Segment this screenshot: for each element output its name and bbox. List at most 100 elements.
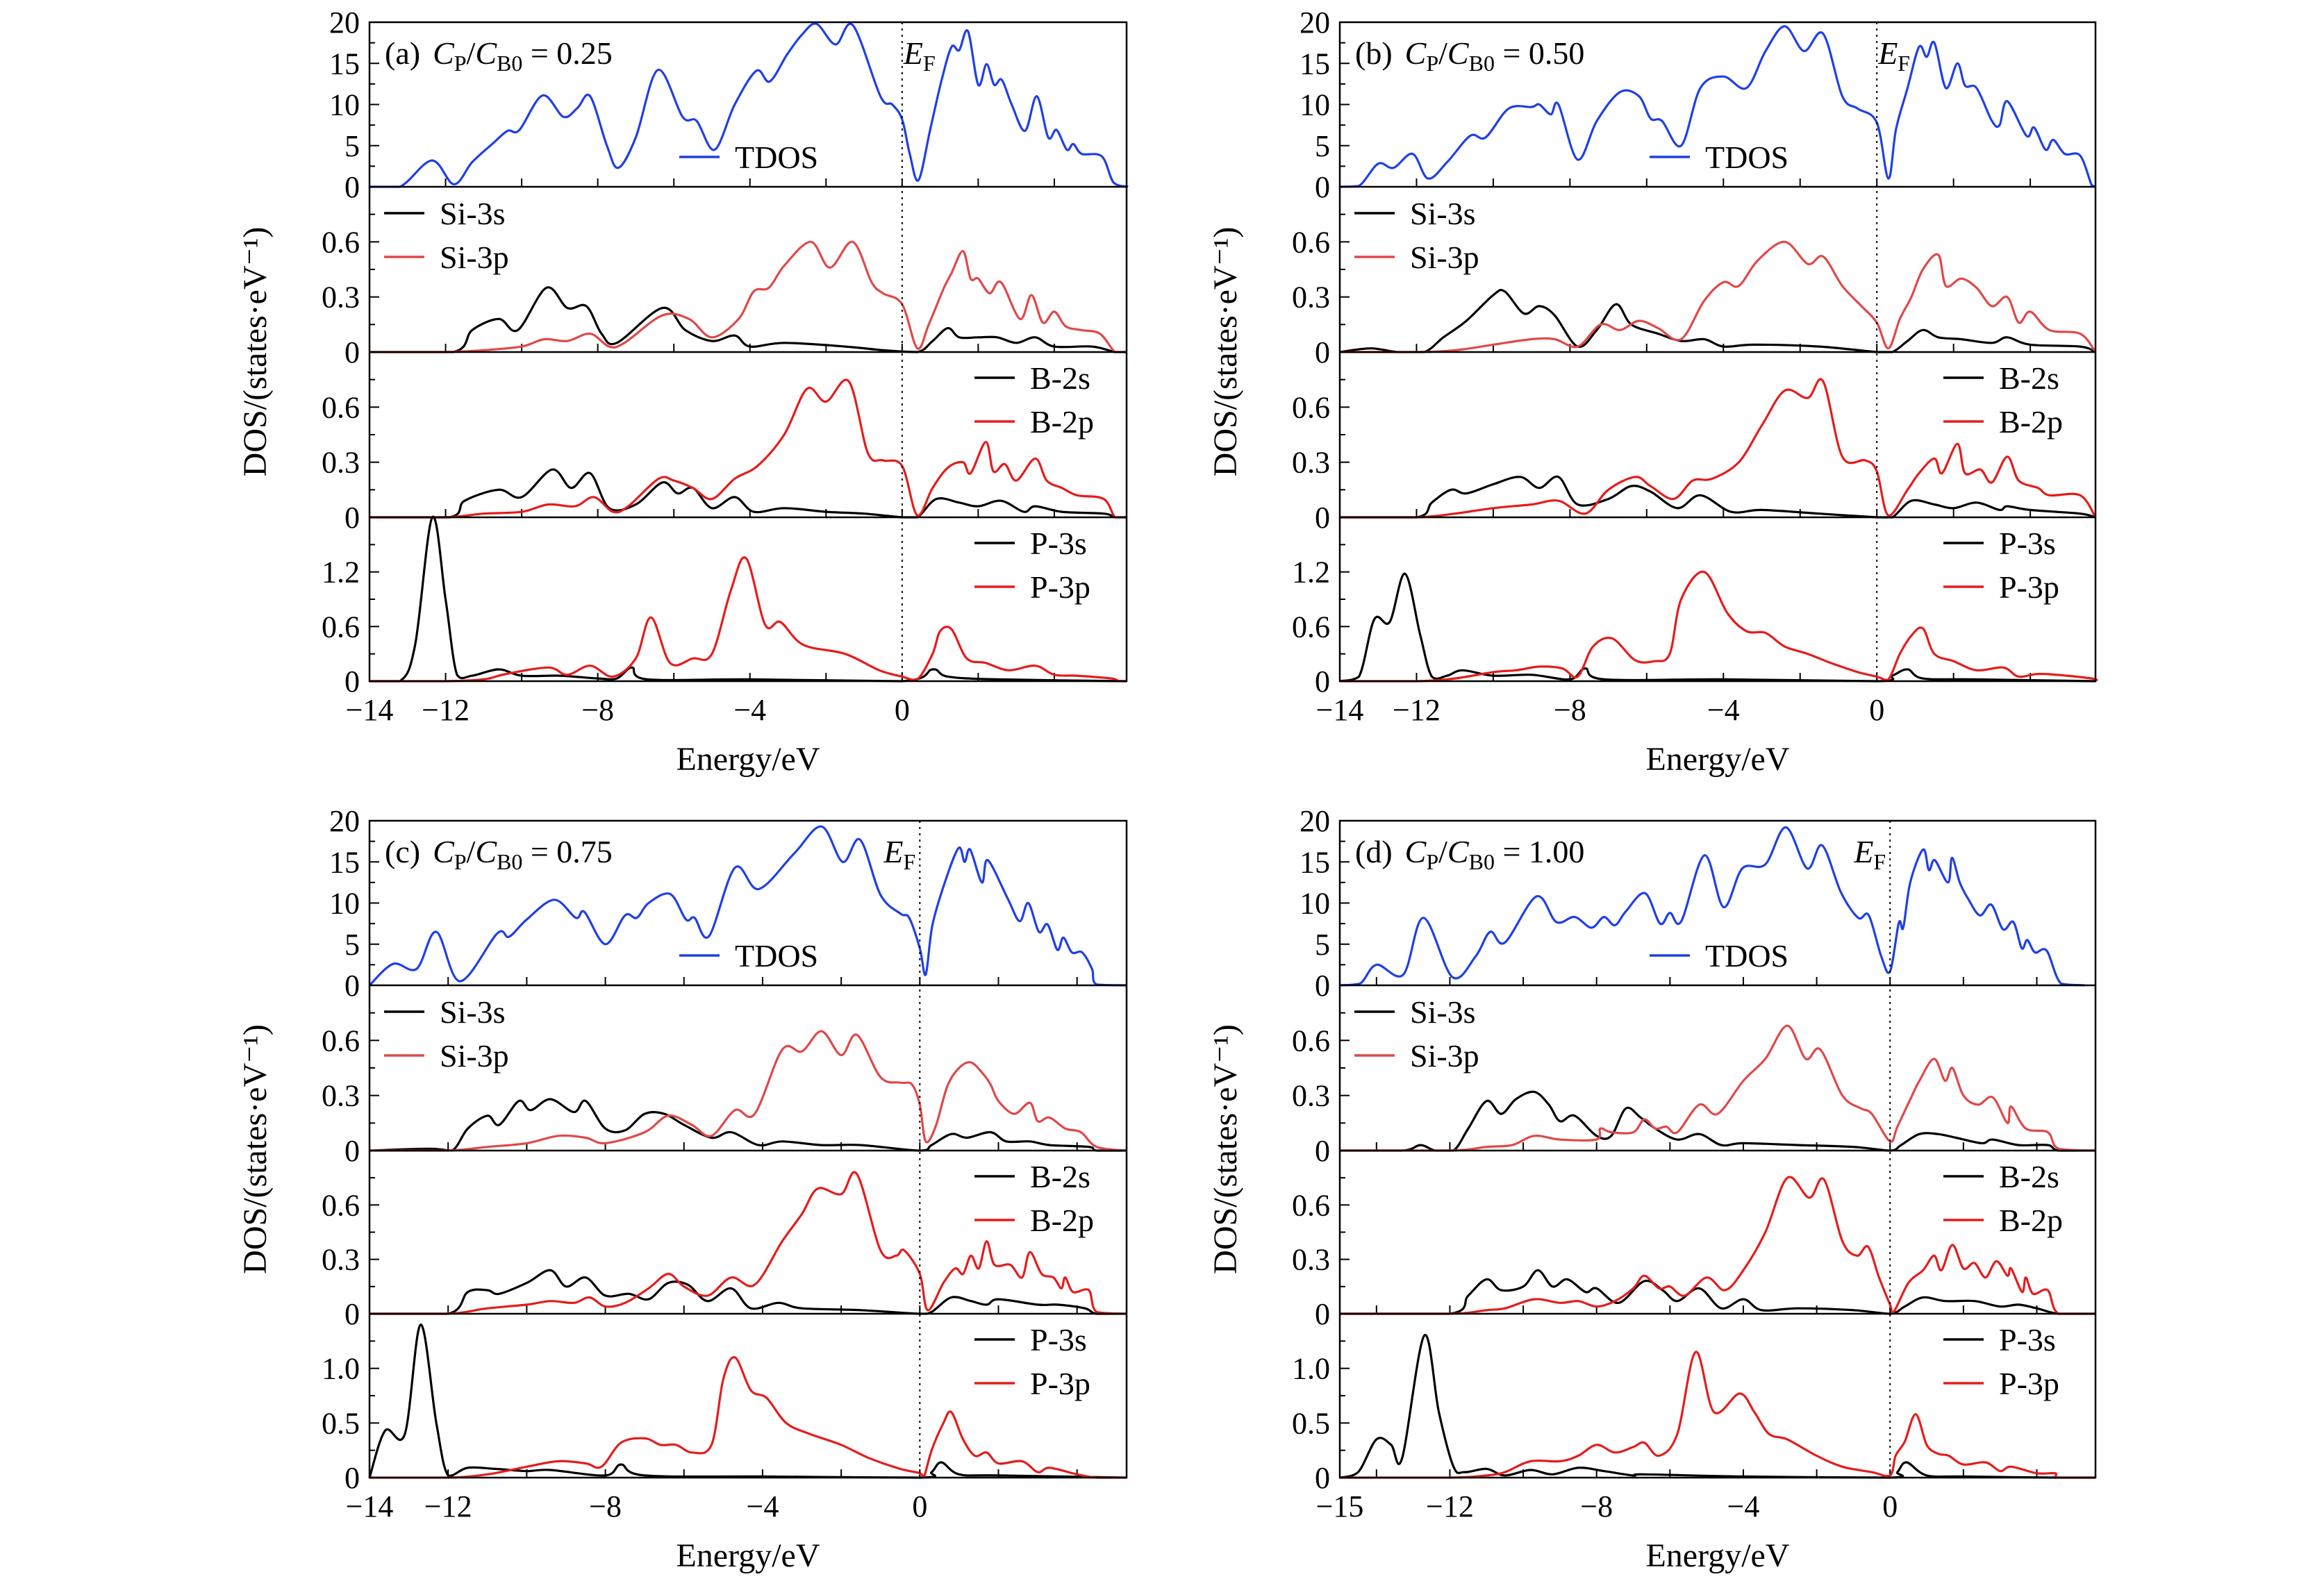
y-axis-label: DOS/(states·eV⁻¹) [1207, 1024, 1244, 1274]
panel-b: 0 5 10 15 20 TDOS 0 0.3 0.6 Si-3s Si-3p 0 0.3 0.6 B-2s… [1207, 6, 2098, 778]
plot-frame [1338, 819, 2097, 1479]
series-si-3s [1339, 289, 2096, 353]
legend-label: TDOS [1705, 140, 1788, 175]
ratio-sub1: P [1426, 849, 1438, 874]
series-p-3p [1340, 1351, 2095, 1479]
legend-item-b-2s: B-2s [1943, 1159, 2059, 1194]
x-tick-label: −14 [1316, 693, 1364, 727]
y-tick-label: 0.3 [1292, 446, 1330, 480]
y-tick-label: 5 [1315, 129, 1330, 163]
subplot-p: 0 0.5 1.0 P-3s P-3p [322, 1313, 1127, 1495]
x-tick-label: −12 [1393, 693, 1441, 727]
y-tick-label: 10 [1300, 88, 1330, 122]
legend-label: P-3p [1999, 1366, 2059, 1401]
legend-label: Si-3s [440, 994, 506, 1030]
ratio-sub1: P [454, 51, 467, 76]
fermi-label-var: E [903, 35, 923, 71]
fermi-label-sub: F [923, 51, 936, 76]
x-tick-label: −14 [346, 693, 394, 727]
ratio-var1: C [433, 35, 455, 71]
series-p-3s [370, 515, 1127, 683]
y-tick-label: 5 [1315, 928, 1330, 962]
x-tick-label: −8 [581, 693, 614, 727]
ratio-value: = 0.75 [522, 834, 612, 869]
series-si-3s [369, 286, 1127, 353]
ratio-var1: C [1405, 35, 1427, 71]
y-tick-label: 0.3 [322, 281, 360, 315]
y-tick-label: 0 [1315, 1297, 1330, 1331]
y-tick-label: 0 [1315, 1134, 1330, 1168]
legend-label: P-3p [1999, 569, 2059, 605]
legend-item-b-2p: B-2p [1943, 404, 2063, 440]
legend-label: B-2p [1030, 404, 1094, 440]
y-tick-label: 0 [345, 969, 360, 1003]
y-tick-label: 1.2 [322, 555, 360, 590]
subplot-si: 0 0.3 0.6 Si-3s Si-3p [322, 985, 1127, 1168]
series-b-2s [1340, 475, 2096, 519]
fermi-label-sub: F [1873, 849, 1886, 874]
plot-frame [368, 21, 1128, 683]
panel-tag: (a) [385, 35, 420, 71]
y-tick-label: 0 [1315, 335, 1330, 369]
y-tick-label: 0.6 [322, 610, 360, 644]
y-tick-label: 5 [345, 129, 360, 163]
ratio-var1: C [433, 834, 455, 869]
x-tick-label: −4 [1707, 693, 1740, 727]
subplot-si: 0 0.3 0.6 Si-3s Si-3p [1292, 186, 2097, 369]
subplot-p: 0 0.6 1.2 P-3s P-3p [1292, 517, 2098, 699]
y-tick-label: 0 [345, 1134, 360, 1168]
legend-label: B-2s [1030, 360, 1090, 396]
subplot-tdos: 0 5 10 15 20 TDOS [329, 804, 1127, 1003]
fermi-level-label: EF [1853, 834, 1886, 874]
y-tick-label: 0.3 [1292, 281, 1330, 315]
legend-label: P-3p [1030, 1366, 1090, 1401]
ratio-sub2: B0 [1469, 849, 1495, 874]
fermi-label-var: E [883, 834, 903, 869]
legend-item-b-2s: B-2s [974, 1159, 1090, 1194]
y-tick-label: 15 [329, 845, 360, 879]
y-tick-label: 0.6 [1292, 390, 1330, 424]
legend-label: Si-3p [1410, 240, 1479, 275]
series-si-3p [369, 240, 1127, 353]
legend-item-tdos: TDOS [679, 140, 818, 175]
x-tick-label: −12 [422, 693, 470, 727]
y-tick-label: 0 [345, 665, 360, 699]
ratio-value: = 1.00 [1495, 834, 1584, 869]
legend-label: P-3s [1999, 526, 2056, 561]
panel-c: 0 5 10 15 20 TDOS 0 0.3 0.6 Si-3s Si-3p 0 0.3 0.6 B-2s… [237, 804, 1128, 1574]
y-tick-label: 0 [1315, 170, 1330, 204]
legend-item-tdos: TDOS [1650, 938, 1788, 974]
legend-label: Si-3s [1410, 196, 1476, 231]
legend-label: TDOS [1705, 938, 1788, 974]
x-tick-label: −4 [733, 693, 766, 727]
plot-frame [368, 819, 1128, 1479]
legend-item-si-3p: Si-3p [1354, 240, 1479, 275]
subplot-si: 0 0.3 0.6 Si-3s Si-3p [1292, 985, 2096, 1168]
y-tick-label: 20 [329, 6, 360, 40]
y-tick-label: 1.2 [1292, 555, 1330, 590]
subplot-b: 0 0.3 0.6 B-2s B-2p [322, 1150, 1127, 1331]
legend-item-si-3s: Si-3s [384, 196, 506, 231]
series-si-3p [1340, 1024, 2096, 1152]
y-tick-label: 1.0 [322, 1352, 360, 1386]
y-tick-label: 0.6 [1292, 610, 1330, 644]
y-tick-label: 0.6 [322, 390, 360, 424]
y-tick-label: 0.6 [322, 225, 360, 259]
legend-item-p-3s: P-3s [1943, 1322, 2056, 1357]
fermi-label-sub: F [904, 849, 916, 874]
legend-item-si-3s: Si-3s [384, 994, 506, 1030]
subplot-p: 0 0.6 1.2 P-3s P-3p [322, 515, 1127, 699]
ratio-sub1: P [454, 849, 467, 874]
x-tick-label: 0 [895, 693, 910, 727]
panel-tag: (b) [1355, 35, 1393, 71]
legend-item-si-3s: Si-3s [1354, 196, 1476, 231]
legend-label: Si-3p [440, 240, 509, 275]
ratio-var2: C [1447, 35, 1470, 71]
legend-item-b-2s: B-2s [974, 360, 1090, 396]
y-tick-label: 0.3 [322, 1079, 360, 1113]
legend-item-b-2p: B-2p [974, 1203, 1094, 1238]
series-p-3s [1339, 1334, 2095, 1479]
y-tick-label: 0 [1315, 665, 1330, 699]
panel-title: (c) CP/CB0 = 0.75 [385, 834, 613, 874]
